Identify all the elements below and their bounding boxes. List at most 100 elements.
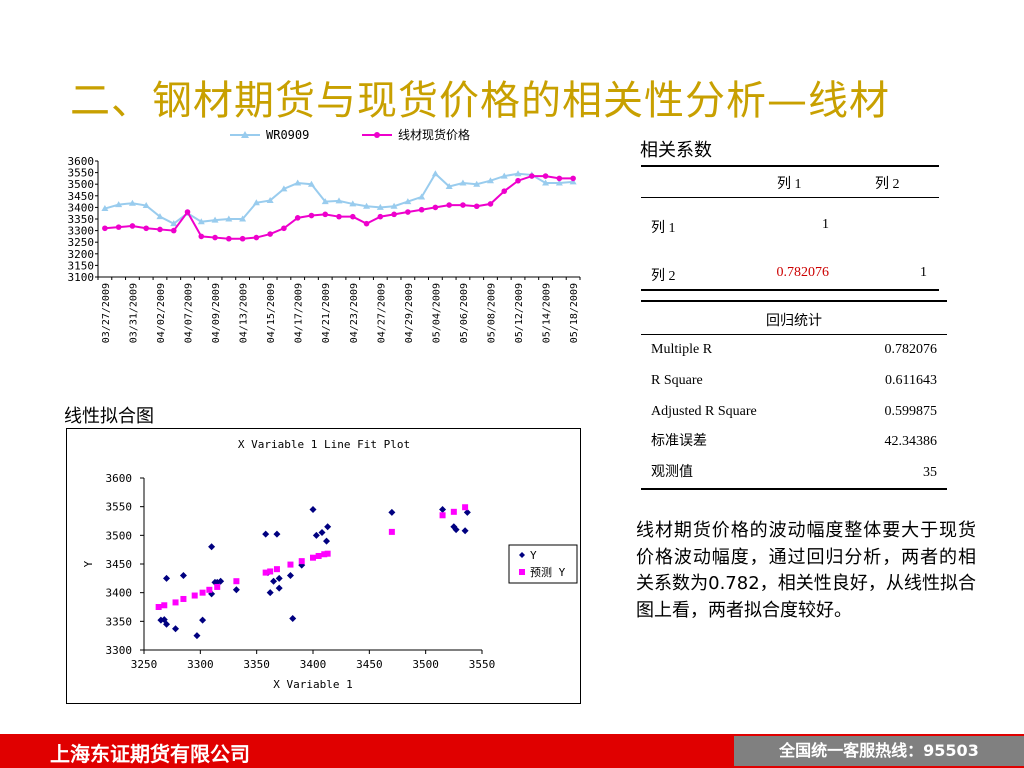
data-point	[501, 188, 508, 194]
data-point	[432, 204, 439, 211]
legend-label: WR0909	[266, 128, 309, 142]
scatter-point	[323, 537, 331, 545]
scatter-point	[172, 625, 180, 633]
y-tick-label: 3600	[68, 155, 95, 168]
reg-heading-rule	[641, 334, 947, 335]
data-point	[225, 215, 233, 222]
legend-marker	[519, 569, 525, 575]
data-point	[253, 234, 260, 241]
corr-table: 列 1 列 2 列 1 1 列 2 0.782076 1	[641, 165, 939, 295]
data-point	[405, 209, 411, 215]
data-point	[514, 170, 522, 177]
data-point	[555, 179, 563, 186]
scatter-point	[232, 586, 240, 594]
data-point	[473, 203, 480, 210]
scatter-point	[461, 527, 469, 535]
reg-value: 0.611643	[885, 373, 937, 388]
x-tick-label: 04/07/2009	[184, 283, 195, 343]
page-title: 二、钢材期货与现货价格的相关性分析—线材	[70, 78, 890, 124]
scatter-point	[439, 506, 447, 514]
scatter-point	[286, 571, 294, 579]
x-tick-label: 05/04/2009	[431, 283, 442, 343]
data-point	[500, 172, 508, 179]
scatter-point	[266, 589, 274, 597]
data-point	[390, 202, 398, 209]
scatter-point	[275, 574, 283, 582]
scatter-point	[324, 523, 332, 531]
y-tick-label: 3200	[68, 248, 95, 261]
reg-label: Multiple R	[651, 342, 713, 357]
reg-label: 标准误差	[651, 434, 707, 449]
data-point	[349, 213, 356, 220]
reg-value: 0.782076	[884, 342, 938, 357]
legend-marker	[374, 132, 380, 138]
data-point	[569, 178, 577, 185]
legend-label: 预测 Y	[530, 566, 566, 579]
x-tick-label: 04/29/2009	[404, 283, 415, 343]
data-point	[376, 203, 384, 210]
chart-title: X Variable 1 Line Fit Plot	[238, 438, 410, 451]
corr-r2-label: 列 2	[651, 269, 676, 284]
corr-col2-header: 列 2	[875, 177, 900, 192]
x-tick-label: 04/27/2009	[376, 283, 387, 343]
x-tick-label: 3400	[300, 658, 327, 671]
x-tick-label: 05/18/2009	[569, 283, 580, 343]
data-point	[170, 227, 177, 234]
x-tick-label: 3550	[469, 658, 496, 671]
scatter-point	[157, 616, 165, 624]
legend-marker	[241, 131, 249, 138]
scatter-point	[298, 558, 305, 565]
reg-label: R Square	[651, 373, 703, 388]
data-point	[115, 224, 122, 230]
scatter-point	[208, 543, 216, 551]
x-tick-label: 04/21/2009	[321, 283, 332, 343]
scatter-point	[450, 508, 457, 515]
scatter-point	[214, 583, 221, 590]
data-point	[460, 202, 466, 208]
scatter-point	[310, 554, 316, 561]
x-tick-label: 04/02/2009	[156, 283, 167, 343]
data-point	[391, 211, 397, 218]
corr-r1-label: 列 1	[651, 221, 676, 236]
scatter-point	[452, 526, 460, 534]
data-point	[211, 216, 219, 223]
line-chart: 3100315032003250330033503400345035003550…	[68, 127, 581, 343]
x-tick-label: 05/08/2009	[486, 283, 497, 343]
x-tick-label: 03/31/2009	[128, 283, 139, 343]
x-tick-label: 05/06/2009	[459, 283, 470, 343]
scatter-point	[318, 528, 326, 536]
scatter-point	[262, 530, 270, 538]
reg-top-rule	[641, 300, 947, 302]
data-point	[459, 179, 467, 186]
scatter-point	[191, 592, 198, 599]
data-point	[363, 220, 370, 227]
legend-label: Y	[530, 549, 537, 562]
scatter-point	[462, 504, 469, 511]
scatter-point	[155, 604, 162, 610]
regression-table: 回归统计 Multiple R 0.782076 R Square 0.6116…	[641, 300, 947, 490]
x-tick-label: 04/09/2009	[211, 283, 222, 343]
scatter-point	[287, 561, 294, 568]
data-point	[473, 180, 481, 187]
corr-top-rule	[641, 165, 939, 167]
scatter-point	[217, 577, 225, 585]
data-point	[129, 223, 136, 229]
data-point	[294, 179, 302, 186]
scatter-point	[273, 530, 281, 538]
scatter-point	[180, 595, 187, 602]
y-tick-label: 3450	[68, 190, 95, 203]
x-tick-label: 3500	[412, 658, 439, 671]
scatter-point	[179, 571, 187, 579]
x-tick-label: 03/27/2009	[101, 283, 112, 343]
y-tick-label: 3600	[106, 472, 133, 485]
reg-value: 42.34386	[884, 434, 938, 449]
data-point	[307, 180, 315, 187]
data-point	[336, 213, 342, 220]
reg-value: 35	[923, 465, 937, 480]
corr-bottom-rule	[641, 289, 939, 291]
data-point	[212, 234, 218, 241]
corr-r1-v1: 1	[822, 217, 829, 232]
data-point	[115, 201, 123, 208]
scatter-point	[199, 589, 206, 596]
reg-label: 观测值	[651, 465, 693, 480]
